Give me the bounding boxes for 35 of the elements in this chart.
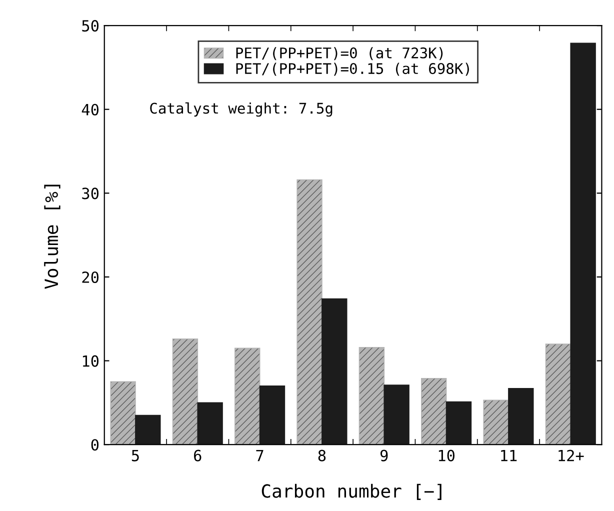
bar: [259, 385, 286, 445]
bar: [135, 414, 161, 445]
bar: [483, 400, 509, 445]
bar: [570, 42, 596, 445]
bar: [234, 348, 260, 445]
annotation: Catalyst weight: 7.5g: [150, 102, 332, 117]
bar: [110, 381, 136, 445]
x-tick-label: 7: [256, 450, 264, 462]
x-axis-title: Carbon number [−]: [262, 484, 442, 500]
bar: [358, 346, 385, 445]
bar: [446, 401, 472, 445]
x-tick-label: 6: [194, 450, 202, 462]
bar: [421, 378, 447, 445]
y-tick-label: 40: [82, 104, 99, 116]
bar: [197, 402, 223, 445]
legend-label: PET/(PP+PET)=0.15 (at 698K): [236, 62, 469, 76]
bar: [322, 298, 348, 445]
y-axis-title: Volume [%]: [44, 184, 60, 289]
bar: [296, 179, 322, 445]
y-tick-label: 50: [82, 20, 99, 32]
y-tick-label: 10: [82, 355, 99, 367]
x-tick-label: 11: [501, 450, 517, 462]
y-tick-label: 30: [82, 188, 99, 200]
x-tick-label: 8: [318, 450, 326, 462]
bar: [508, 388, 534, 445]
legend-label: PET/(PP+PET)=0 (at 723K): [236, 47, 443, 60]
x-tick-label: 12+: [558, 450, 584, 462]
y-tick-label: 20: [82, 271, 99, 284]
x-tick-label: 9: [380, 450, 388, 462]
bar: [172, 338, 198, 445]
x-tick-label: 10: [438, 450, 455, 462]
y-tick-label: 0: [91, 439, 99, 451]
x-tick-label: 5: [132, 450, 139, 462]
bar: [384, 384, 410, 445]
bar: [545, 344, 572, 445]
